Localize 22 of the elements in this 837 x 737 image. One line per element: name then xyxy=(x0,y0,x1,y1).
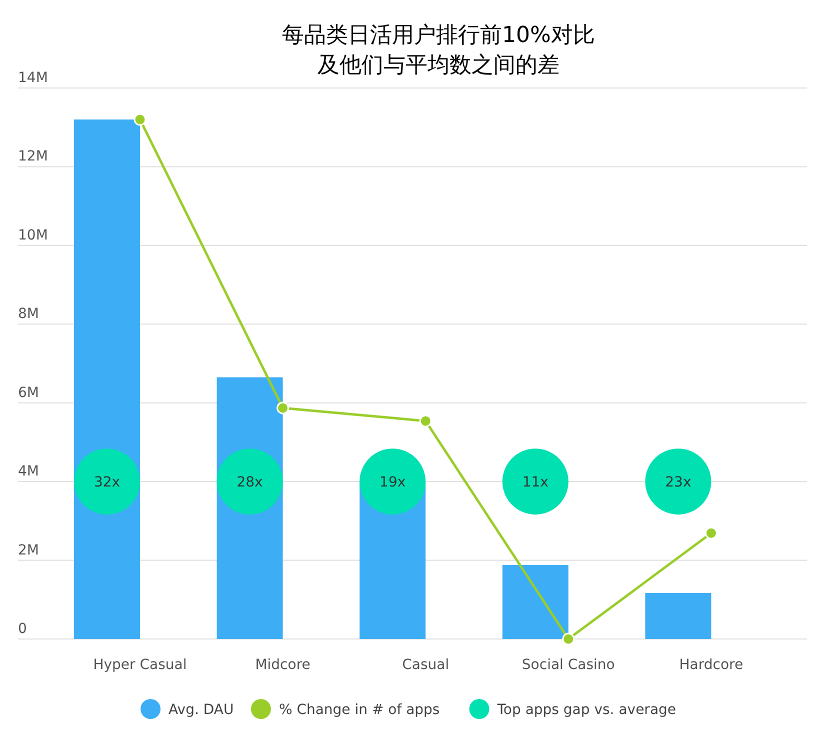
x-tick-label: Social Casino xyxy=(522,657,615,673)
y-tick-label: 14M xyxy=(18,70,48,86)
legend-label: Top apps gap vs. average xyxy=(496,702,676,718)
x-tick-label: Hardcore xyxy=(679,657,744,673)
y-tick-label: 12M xyxy=(18,148,48,165)
x-tick-label: Hyper Casual xyxy=(93,657,187,673)
annotation: 28x xyxy=(236,474,263,491)
annotation: 23x xyxy=(665,474,692,491)
legend-label: % Change in # of apps xyxy=(278,702,440,718)
y-tick-label: 8M xyxy=(18,306,39,322)
x-tick-label: Midcore xyxy=(255,657,310,673)
x-tick-label: Casual xyxy=(402,657,450,673)
y-tick-label: 0 xyxy=(18,621,27,637)
legend-label: Avg. DAU xyxy=(168,702,234,718)
y-tick-label: 4M xyxy=(18,464,39,480)
annotation: 11x xyxy=(522,474,548,491)
y-tick-label: 6M xyxy=(18,384,39,401)
y-tick-label: 10M xyxy=(18,227,48,244)
annotation: 32x xyxy=(94,474,120,491)
y-tick-label: 2M xyxy=(18,542,39,558)
annotation: 19x xyxy=(380,474,406,491)
chart-title: 每品类日活用户排行前10%对比及他们与平均数之间的差 xyxy=(282,23,595,78)
